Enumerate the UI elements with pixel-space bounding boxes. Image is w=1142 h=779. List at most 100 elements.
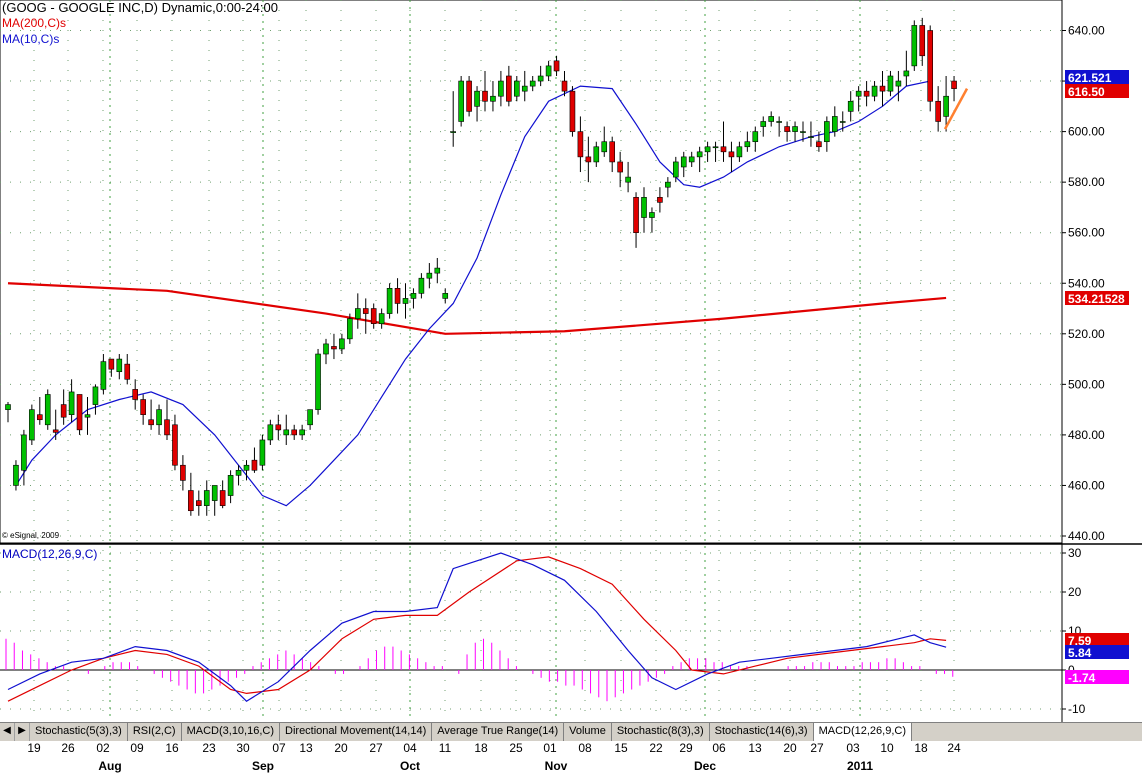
date-tick-label: 04 bbox=[403, 741, 417, 755]
candle-up bbox=[21, 434, 27, 471]
candle-down bbox=[394, 288, 401, 304]
candle-up bbox=[323, 343, 329, 355]
date-tick-label: 02 bbox=[96, 741, 110, 755]
indicator-tab[interactable]: Volume bbox=[564, 723, 612, 741]
indicator-tab[interactable]: Directional Movement(14,14) bbox=[280, 723, 433, 741]
candle-up bbox=[704, 146, 711, 153]
histogram-marker-box bbox=[1065, 670, 1129, 684]
indicator-tab-bar: ◀ ▶ Stochastic(5(3),3) RSI(2,C) MACD(3,10,… bbox=[0, 722, 1142, 741]
ma200-legend: MA(200,C)s bbox=[2, 16, 66, 30]
candle-up bbox=[442, 293, 449, 299]
date-tick-label: 13 bbox=[299, 741, 313, 755]
close-price-marker-text: 616.50 bbox=[1068, 85, 1105, 99]
candle-up bbox=[855, 90, 862, 97]
date-tick-label: 27 bbox=[810, 741, 824, 755]
date-tick-label: 03 bbox=[846, 741, 860, 755]
candle-up bbox=[490, 95, 496, 102]
candle-up bbox=[545, 65, 552, 77]
candle-down bbox=[633, 197, 639, 234]
candle-down bbox=[140, 399, 146, 415]
signal-marker: 7.59 bbox=[1065, 633, 1129, 648]
candle-up bbox=[434, 267, 441, 274]
candle-up bbox=[649, 212, 655, 218]
candle-up bbox=[354, 308, 361, 319]
candle-up bbox=[672, 161, 679, 178]
candle-down bbox=[196, 500, 202, 506]
date-tick-label: 24 bbox=[947, 741, 961, 755]
ma200-price-marker-text: 534.21528 bbox=[1068, 292, 1125, 306]
tab-scroll-left-icon[interactable]: ◀ bbox=[0, 723, 15, 741]
candle-up bbox=[5, 404, 11, 410]
candle-down bbox=[609, 141, 616, 163]
candle-up bbox=[943, 95, 949, 117]
ma10-price-marker-box bbox=[1065, 70, 1129, 84]
price-tick-label: 460.00 bbox=[1068, 478, 1105, 492]
candle-down bbox=[124, 363, 131, 380]
price-tick-label: 500.00 bbox=[1068, 377, 1105, 391]
date-tick-label: 10 bbox=[880, 741, 894, 755]
candle-down bbox=[482, 90, 488, 102]
candle-up bbox=[712, 146, 719, 149]
date-tick-label: 30 bbox=[236, 741, 250, 755]
date-tick-label: 29 bbox=[679, 741, 693, 755]
candle-down bbox=[720, 146, 727, 153]
candle-down bbox=[506, 75, 512, 102]
macd-tick-label: 30 bbox=[1068, 546, 1082, 560]
candle-down bbox=[108, 358, 115, 370]
indicator-tab[interactable]: MACD(12,26,9,C) bbox=[813, 723, 912, 741]
candle-up bbox=[410, 293, 417, 299]
tab-scroll-right-icon[interactable]: ▶ bbox=[15, 723, 30, 741]
candle-down bbox=[180, 464, 186, 481]
ma200-path bbox=[7, 282, 947, 335]
candle-up bbox=[156, 409, 162, 426]
candle-up bbox=[68, 391, 75, 415]
candle-down bbox=[275, 424, 282, 431]
candle-up bbox=[680, 156, 687, 168]
candle-down bbox=[36, 414, 43, 421]
indicator-tab[interactable]: MACD(3,10,16,C) bbox=[181, 723, 281, 741]
candle-down bbox=[76, 394, 83, 431]
candle-down bbox=[188, 490, 194, 512]
candle-down bbox=[148, 419, 154, 426]
indicator-tab[interactable]: Stochastic(14(6),3) bbox=[709, 723, 814, 741]
candle-up bbox=[299, 429, 305, 436]
date-tick-label: 26 bbox=[61, 741, 75, 755]
month-label: 2011 bbox=[847, 759, 873, 773]
indicator-tab[interactable]: Average True Range(14) bbox=[432, 723, 565, 741]
candle-down bbox=[561, 80, 568, 92]
signal-marker-text: 7.59 bbox=[1068, 634, 1092, 648]
price-tick-label: 560.00 bbox=[1068, 226, 1105, 240]
candle-up bbox=[474, 90, 480, 107]
indicator-tab[interactable]: Stochastic(5(3),3) bbox=[30, 723, 128, 741]
candle-up bbox=[871, 85, 878, 97]
macd-marker-box bbox=[1065, 645, 1129, 659]
candle-up bbox=[315, 353, 321, 410]
indicator-tab[interactable]: RSI(2,C) bbox=[127, 723, 182, 741]
close-price-marker-box bbox=[1065, 84, 1129, 98]
candle-up bbox=[92, 386, 99, 405]
ma10-price-marker-text: 621.521 bbox=[1068, 71, 1112, 85]
month-label: Oct bbox=[400, 759, 420, 773]
candle-down bbox=[951, 80, 957, 89]
candle-up bbox=[593, 146, 600, 163]
candle-down bbox=[617, 161, 623, 173]
candle-up bbox=[800, 131, 806, 133]
candle-up bbox=[378, 313, 385, 324]
date-tick-label: 15 bbox=[614, 741, 628, 755]
date-tick-label: 19 bbox=[27, 741, 41, 755]
candle-up bbox=[895, 80, 902, 87]
copyright-text: © eSignal, 2009 bbox=[2, 531, 60, 540]
ma10-price-marker: 621.521 bbox=[1065, 70, 1129, 85]
macd-legend: MACD(12,26,9,C) bbox=[2, 547, 97, 561]
trend-line bbox=[943, 88, 969, 130]
candle-up bbox=[513, 80, 520, 97]
candle-up bbox=[267, 424, 274, 441]
candle-up bbox=[402, 298, 409, 304]
candle-down bbox=[728, 151, 735, 158]
candle-down bbox=[935, 100, 941, 122]
candle-up bbox=[307, 409, 313, 426]
candle-up bbox=[665, 181, 671, 188]
date-tick-label: 11 bbox=[439, 741, 452, 755]
candle-down bbox=[657, 197, 663, 203]
indicator-tab[interactable]: Stochastic(8(3),3) bbox=[611, 723, 710, 741]
